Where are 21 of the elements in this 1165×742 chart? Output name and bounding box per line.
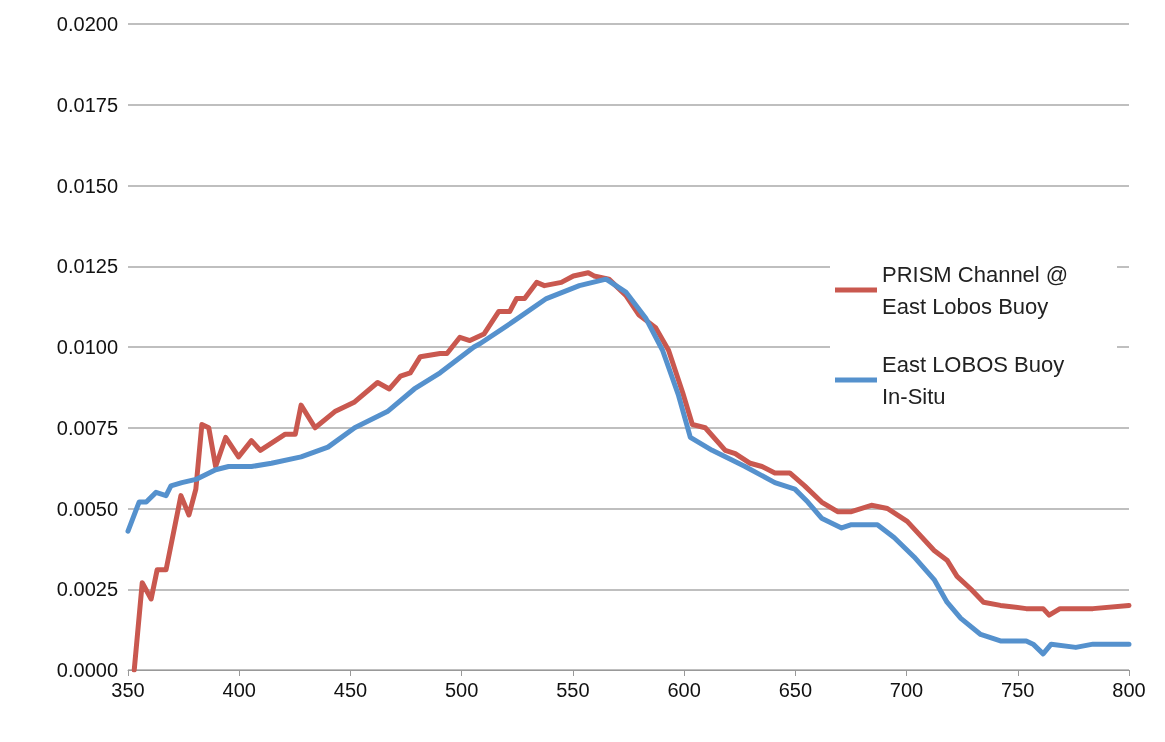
x-tick-label: 350 xyxy=(111,679,145,701)
y-tick-label: 0.0100 xyxy=(56,336,118,358)
x-tick-label: 750 xyxy=(1001,679,1035,701)
x-tick-label: 800 xyxy=(1112,679,1146,701)
x-tick-label: 500 xyxy=(444,679,479,701)
y-tick-label: 0.0050 xyxy=(56,497,118,520)
x-tick-label: 650 xyxy=(778,679,813,701)
x-tick-label: 550 xyxy=(556,679,590,701)
y-tick-label: 0.0175 xyxy=(56,93,118,116)
y-tick-label: 0.0025 xyxy=(56,578,118,601)
y-tick-label: 0.0000 xyxy=(56,659,118,681)
x-tick-label: 600 xyxy=(667,679,701,701)
x-tick-label: 450 xyxy=(333,679,368,701)
x-tick-label: 400 xyxy=(222,679,256,701)
legend-label: PRISM Channel @ East Lobos Buoy xyxy=(882,261,1075,319)
x-tick-label: 700 xyxy=(889,679,924,701)
y-tick-label: 0.0125 xyxy=(56,255,118,278)
y-tick-label: 0.0200 xyxy=(56,13,118,35)
y-tick-label: 0.0075 xyxy=(56,416,118,439)
y-tick-label: 0.0150 xyxy=(56,174,118,197)
legend-label: East LOBOS Buoy In-Situ xyxy=(882,351,1071,409)
